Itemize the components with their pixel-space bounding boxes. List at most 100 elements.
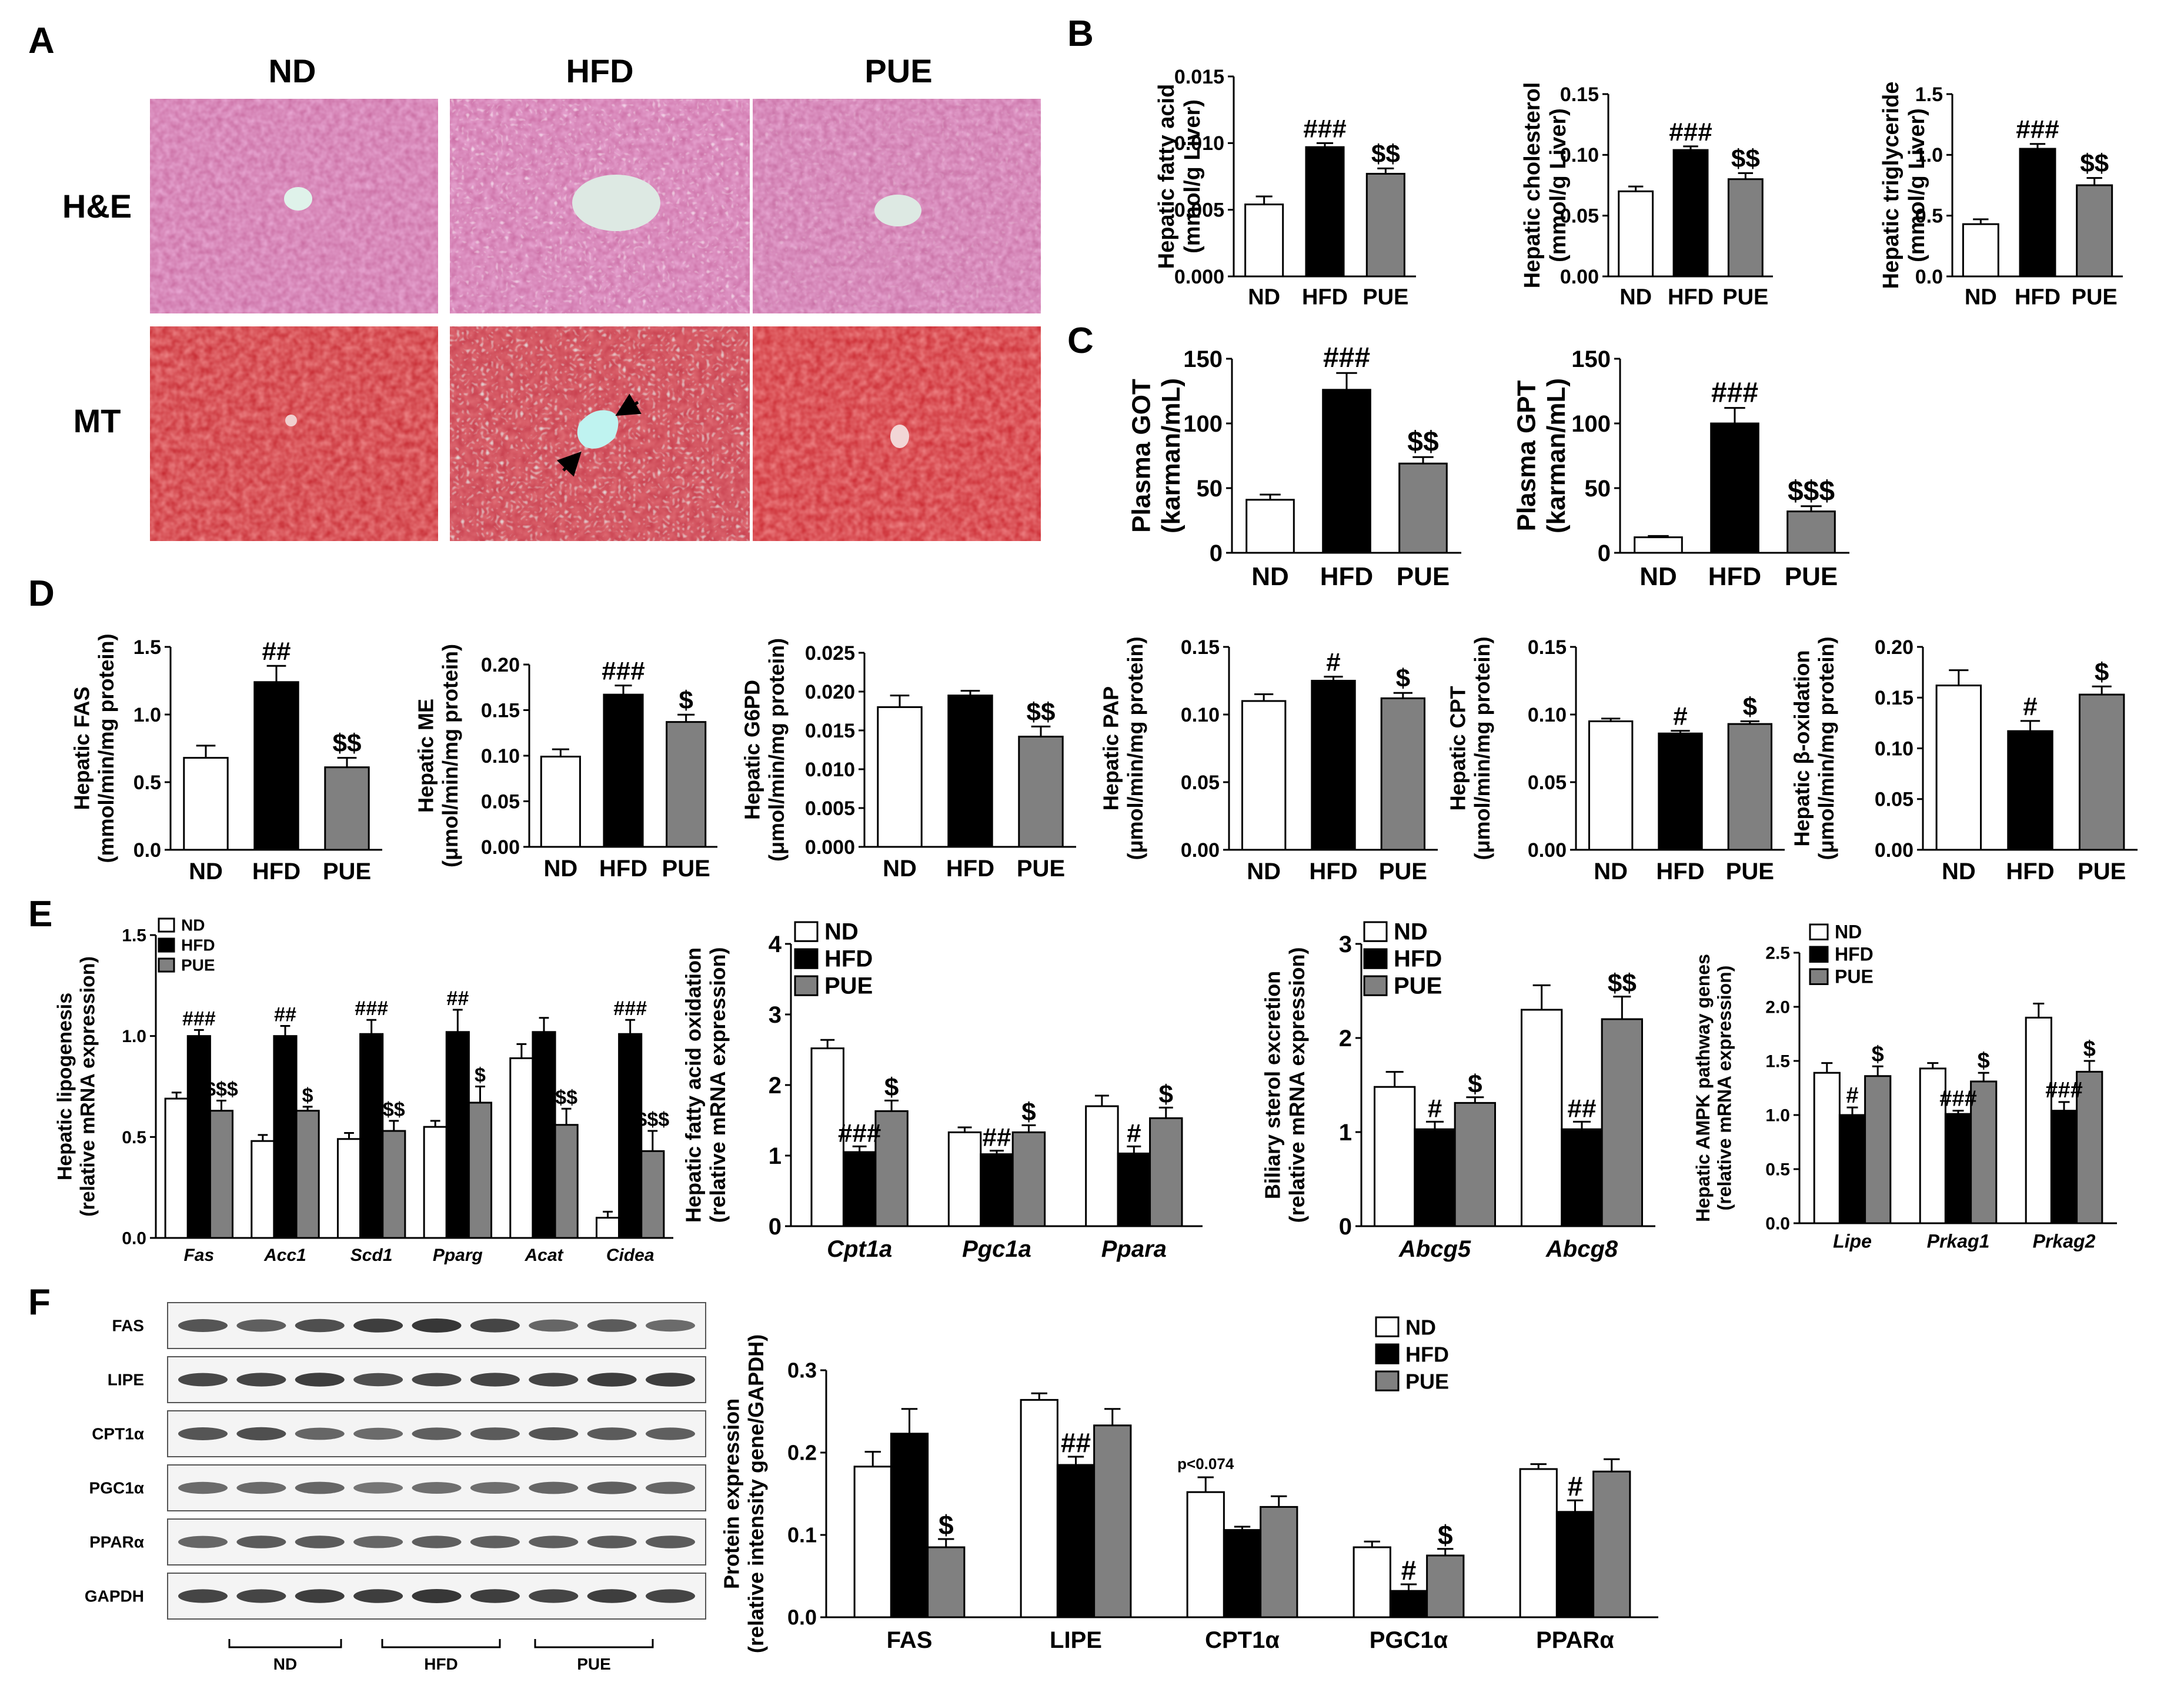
blot-label: GAPDH xyxy=(85,1587,144,1605)
blot-band xyxy=(470,1373,520,1387)
significance-label: # xyxy=(1401,1555,1417,1585)
blot-group-label: HFD xyxy=(424,1655,458,1673)
blot-group-label: PUE xyxy=(577,1655,611,1673)
x-category-label: HFD xyxy=(1320,562,1373,591)
y-tick-label: 0.10 xyxy=(1181,704,1220,726)
blot-band xyxy=(295,1319,345,1333)
bar-nd xyxy=(1374,1086,1416,1227)
bar-hfd xyxy=(1555,1511,1595,1618)
y-tick-label: 2 xyxy=(769,1073,782,1099)
significance-label: ## xyxy=(1061,1427,1091,1458)
x-category-label: PUE xyxy=(1726,859,1774,884)
y-axis-label-line: (relative intensity gene/GAPDH) xyxy=(744,1334,768,1653)
y-tick-label: 0.10 xyxy=(1528,704,1567,726)
blot-band xyxy=(295,1589,345,1603)
y-axis-label-line: (mmol/g Liver) xyxy=(1180,99,1205,253)
blot-band xyxy=(646,1481,695,1494)
y-axis-label: Hepatic fatty acid oxidation(relative mR… xyxy=(681,947,729,1223)
blot-label: PGC1α xyxy=(89,1478,144,1497)
blot-band xyxy=(178,1373,228,1387)
bar-pue xyxy=(1786,510,1836,554)
x-category-label: HFD xyxy=(1708,562,1761,591)
y-tick-label: 1.0 xyxy=(133,704,161,726)
y-tick-label: 2.0 xyxy=(1765,998,1790,1017)
bar-nd xyxy=(1353,1546,1391,1618)
bar-nd xyxy=(947,1131,982,1227)
chart-d2: 0.00 0.05 0.10 0.15 0.20 Hepatic ME(μmol/min/… xyxy=(413,644,717,882)
panel-letter-f: F xyxy=(28,1282,51,1323)
blot-band xyxy=(529,1481,579,1494)
y-axis-label: Hepatic FAS(mmol/min/mg protein) xyxy=(69,634,118,863)
x-category-label: HFD xyxy=(2015,285,2061,310)
bar-nd xyxy=(1962,223,1999,278)
chart-e4: 0.0 0.5 1.0 1.5 2.0 2.5 Hepatic AMPK pathway g… xyxy=(1692,921,2117,1252)
y-tick-label: 0.0 xyxy=(122,1229,146,1249)
y-axis-label-line: (μmol/min/mg protein) xyxy=(1814,636,1838,860)
bar-pue xyxy=(1864,1075,1892,1224)
y-axis-label-line: Hepatic FAS xyxy=(69,686,93,810)
x-category-label: PUE xyxy=(1379,859,1427,884)
bar-hfd xyxy=(1838,1114,1866,1224)
y-tick-label: 0.15 xyxy=(1181,636,1220,659)
y-axis-label: Hepatic G6PD(μmol/min/mg protein) xyxy=(740,638,788,862)
legend-swatch-hfd xyxy=(158,937,175,953)
chart-d1: 0.0 0.5 1.0 1.5 Hepatic FAS(mmol/min/mg prot… xyxy=(69,634,382,884)
x-category-label: Cidea xyxy=(606,1246,654,1265)
legend-swatch-pue xyxy=(1363,975,1388,996)
blot-band xyxy=(178,1427,228,1440)
legend-swatch-pue xyxy=(158,957,175,973)
bar-nd xyxy=(1186,1491,1225,1618)
blot-band xyxy=(529,1373,579,1387)
x-category-label: ND xyxy=(883,856,917,882)
significance-label: ### xyxy=(1711,378,1758,409)
significance-label: # xyxy=(1127,1119,1141,1147)
histology-col-nd: ND xyxy=(269,52,316,89)
x-category-label: HFD xyxy=(2006,859,2054,884)
y-tick-label: 2.5 xyxy=(1765,944,1790,963)
legend-label-pue: PUE xyxy=(181,956,215,974)
significance-label: $$$ xyxy=(636,1109,669,1131)
y-axis-label: Plasma GOT(karman/mL) xyxy=(1127,378,1186,533)
bar-pue xyxy=(2076,184,2113,278)
bar-nd xyxy=(1935,685,1982,851)
legend: ND HFD PUE xyxy=(158,916,215,974)
x-category-label: Fas xyxy=(183,1246,214,1265)
legend-swatch-nd xyxy=(1809,923,1829,940)
bar-hfd xyxy=(1414,1128,1456,1227)
bar-pue xyxy=(1011,1131,1046,1227)
blot-band xyxy=(236,1373,286,1387)
bar-nd xyxy=(509,1057,534,1239)
blot-band xyxy=(470,1482,520,1494)
y-axis-label-line: Hepatic G6PD xyxy=(740,680,764,820)
significance-label: $ xyxy=(1978,1049,1990,1073)
x-category-label: Abcg8 xyxy=(1545,1236,1618,1262)
bar-hfd xyxy=(1311,680,1356,851)
legend-label-hfd: HFD xyxy=(1835,943,1874,964)
bar-hfd xyxy=(1672,149,1709,278)
blot-band xyxy=(295,1536,345,1548)
y-axis-label-line: (mmol/g Liver) xyxy=(1546,108,1571,262)
blot-group-bracket xyxy=(534,1639,654,1648)
bar-hfd xyxy=(603,693,644,848)
y-axis-label-line: Hepatic fatty acid xyxy=(1154,84,1179,269)
y-axis-label: Protein expression(relative intensity ge… xyxy=(719,1334,767,1653)
panel-letter-a: A xyxy=(28,21,55,61)
y-tick-label: 0.0 xyxy=(1765,1214,1790,1234)
significance-label: # xyxy=(1846,1083,1858,1108)
bar-nd xyxy=(1634,536,1683,554)
significance-label: $ xyxy=(679,686,693,715)
bar-pue xyxy=(2078,693,2125,851)
y-axis-label-line: (karman/mL) xyxy=(1157,378,1185,533)
legend-swatch-hfd xyxy=(1809,946,1829,963)
blot-band xyxy=(529,1536,579,1548)
blot-band xyxy=(587,1373,637,1387)
bar-nd xyxy=(1241,700,1287,851)
y-axis-label-line: (μmol/min/mg protein) xyxy=(438,644,462,867)
western-blot: FAS LIPE CPT1α PGC1α PPARα GAPDH ND HFD PUE xyxy=(85,1302,706,1673)
y-axis-label-line: (relative mRNA expression) xyxy=(1714,966,1735,1211)
y-axis-label: Hepatic CPT(μmol/min/mg protein) xyxy=(1445,636,1494,860)
x-category-label: PUE xyxy=(1017,856,1065,882)
y-axis-label-line: (μmol/min/mg protein) xyxy=(1470,636,1494,860)
y-axis-label-line: (karman/mL) xyxy=(1542,378,1571,533)
